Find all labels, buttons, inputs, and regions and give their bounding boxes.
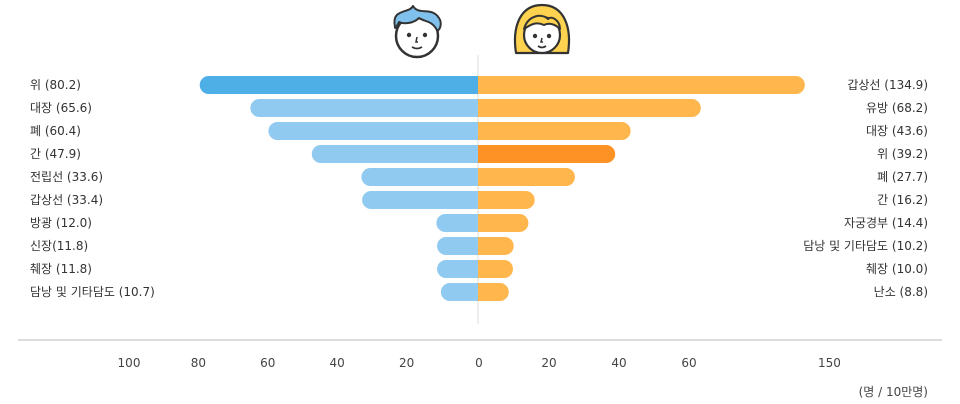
female-bar-label: 대장 (43.6) xyxy=(866,124,928,138)
male-bar xyxy=(362,191,478,209)
female-bar xyxy=(478,283,509,301)
female-bar-label: 췌장 (10.0) xyxy=(866,262,928,276)
male-bar xyxy=(268,122,478,140)
female-bar xyxy=(478,122,631,140)
x-tick-label: 60 xyxy=(260,356,275,370)
male-bar-label: 전립선 (33.6) xyxy=(30,170,103,184)
x-tick-label: 150 xyxy=(818,356,841,370)
x-tick-label: 20 xyxy=(399,356,414,370)
girl-face-icon xyxy=(514,3,570,55)
female-bar xyxy=(478,214,529,232)
male-bar-label: 담낭 및 기타담도 (10.7) xyxy=(30,285,155,299)
male-bar xyxy=(437,237,478,255)
female-bar xyxy=(478,99,701,117)
male-bar xyxy=(199,76,478,94)
male-bar-label: 위 (80.2) xyxy=(30,78,81,92)
female-bar xyxy=(478,191,535,209)
boy-face-icon xyxy=(393,5,442,59)
female-bar xyxy=(478,237,514,255)
female-bar-label: 폐 (27.7) xyxy=(877,170,928,184)
male-bar xyxy=(361,168,478,186)
x-tick-label: 40 xyxy=(611,356,626,370)
x-tick-label: 100 xyxy=(118,356,141,370)
female-bar xyxy=(478,168,575,186)
female-bar-label: 난소 (8.8) xyxy=(874,285,928,299)
male-bar-label: 대장 (65.6) xyxy=(30,101,92,115)
unit-label: (명 / 10만명) xyxy=(859,385,928,399)
female-bar-label: 담낭 및 기타담도 (10.2) xyxy=(803,239,928,253)
male-bar-label: 방광 (12.0) xyxy=(30,216,92,230)
female-bar-label: 갑상선 (134.9) xyxy=(847,78,928,92)
male-bar xyxy=(436,214,478,232)
x-tick-label: 0 xyxy=(475,356,483,370)
male-bar-label: 간 (47.9) xyxy=(30,147,81,161)
female-bar-label: 간 (16.2) xyxy=(877,193,928,207)
x-tick-label: 20 xyxy=(541,356,556,370)
male-bar xyxy=(250,99,478,117)
x-tick-label: 80 xyxy=(191,356,206,370)
female-bar xyxy=(478,260,513,278)
female-bar-label: 자궁경부 (14.4) xyxy=(844,216,928,230)
male-bar-label: 폐 (60.4) xyxy=(30,124,81,138)
male-bar xyxy=(311,145,478,163)
x-tick-label: 40 xyxy=(330,356,345,370)
male-bar-label: 췌장 (11.8) xyxy=(30,262,92,276)
male-bar-label: 신장(11.8) xyxy=(30,239,88,253)
female-bar xyxy=(478,76,805,94)
female-bar xyxy=(478,145,616,163)
male-bar xyxy=(440,283,478,301)
female-bar-label: 위 (39.2) xyxy=(877,147,928,161)
female-bar-label: 유방 (68.2) xyxy=(866,101,928,115)
male-bar xyxy=(437,260,478,278)
x-tick-label: 60 xyxy=(681,356,696,370)
male-bar-label: 갑상선 (33.4) xyxy=(30,193,103,207)
